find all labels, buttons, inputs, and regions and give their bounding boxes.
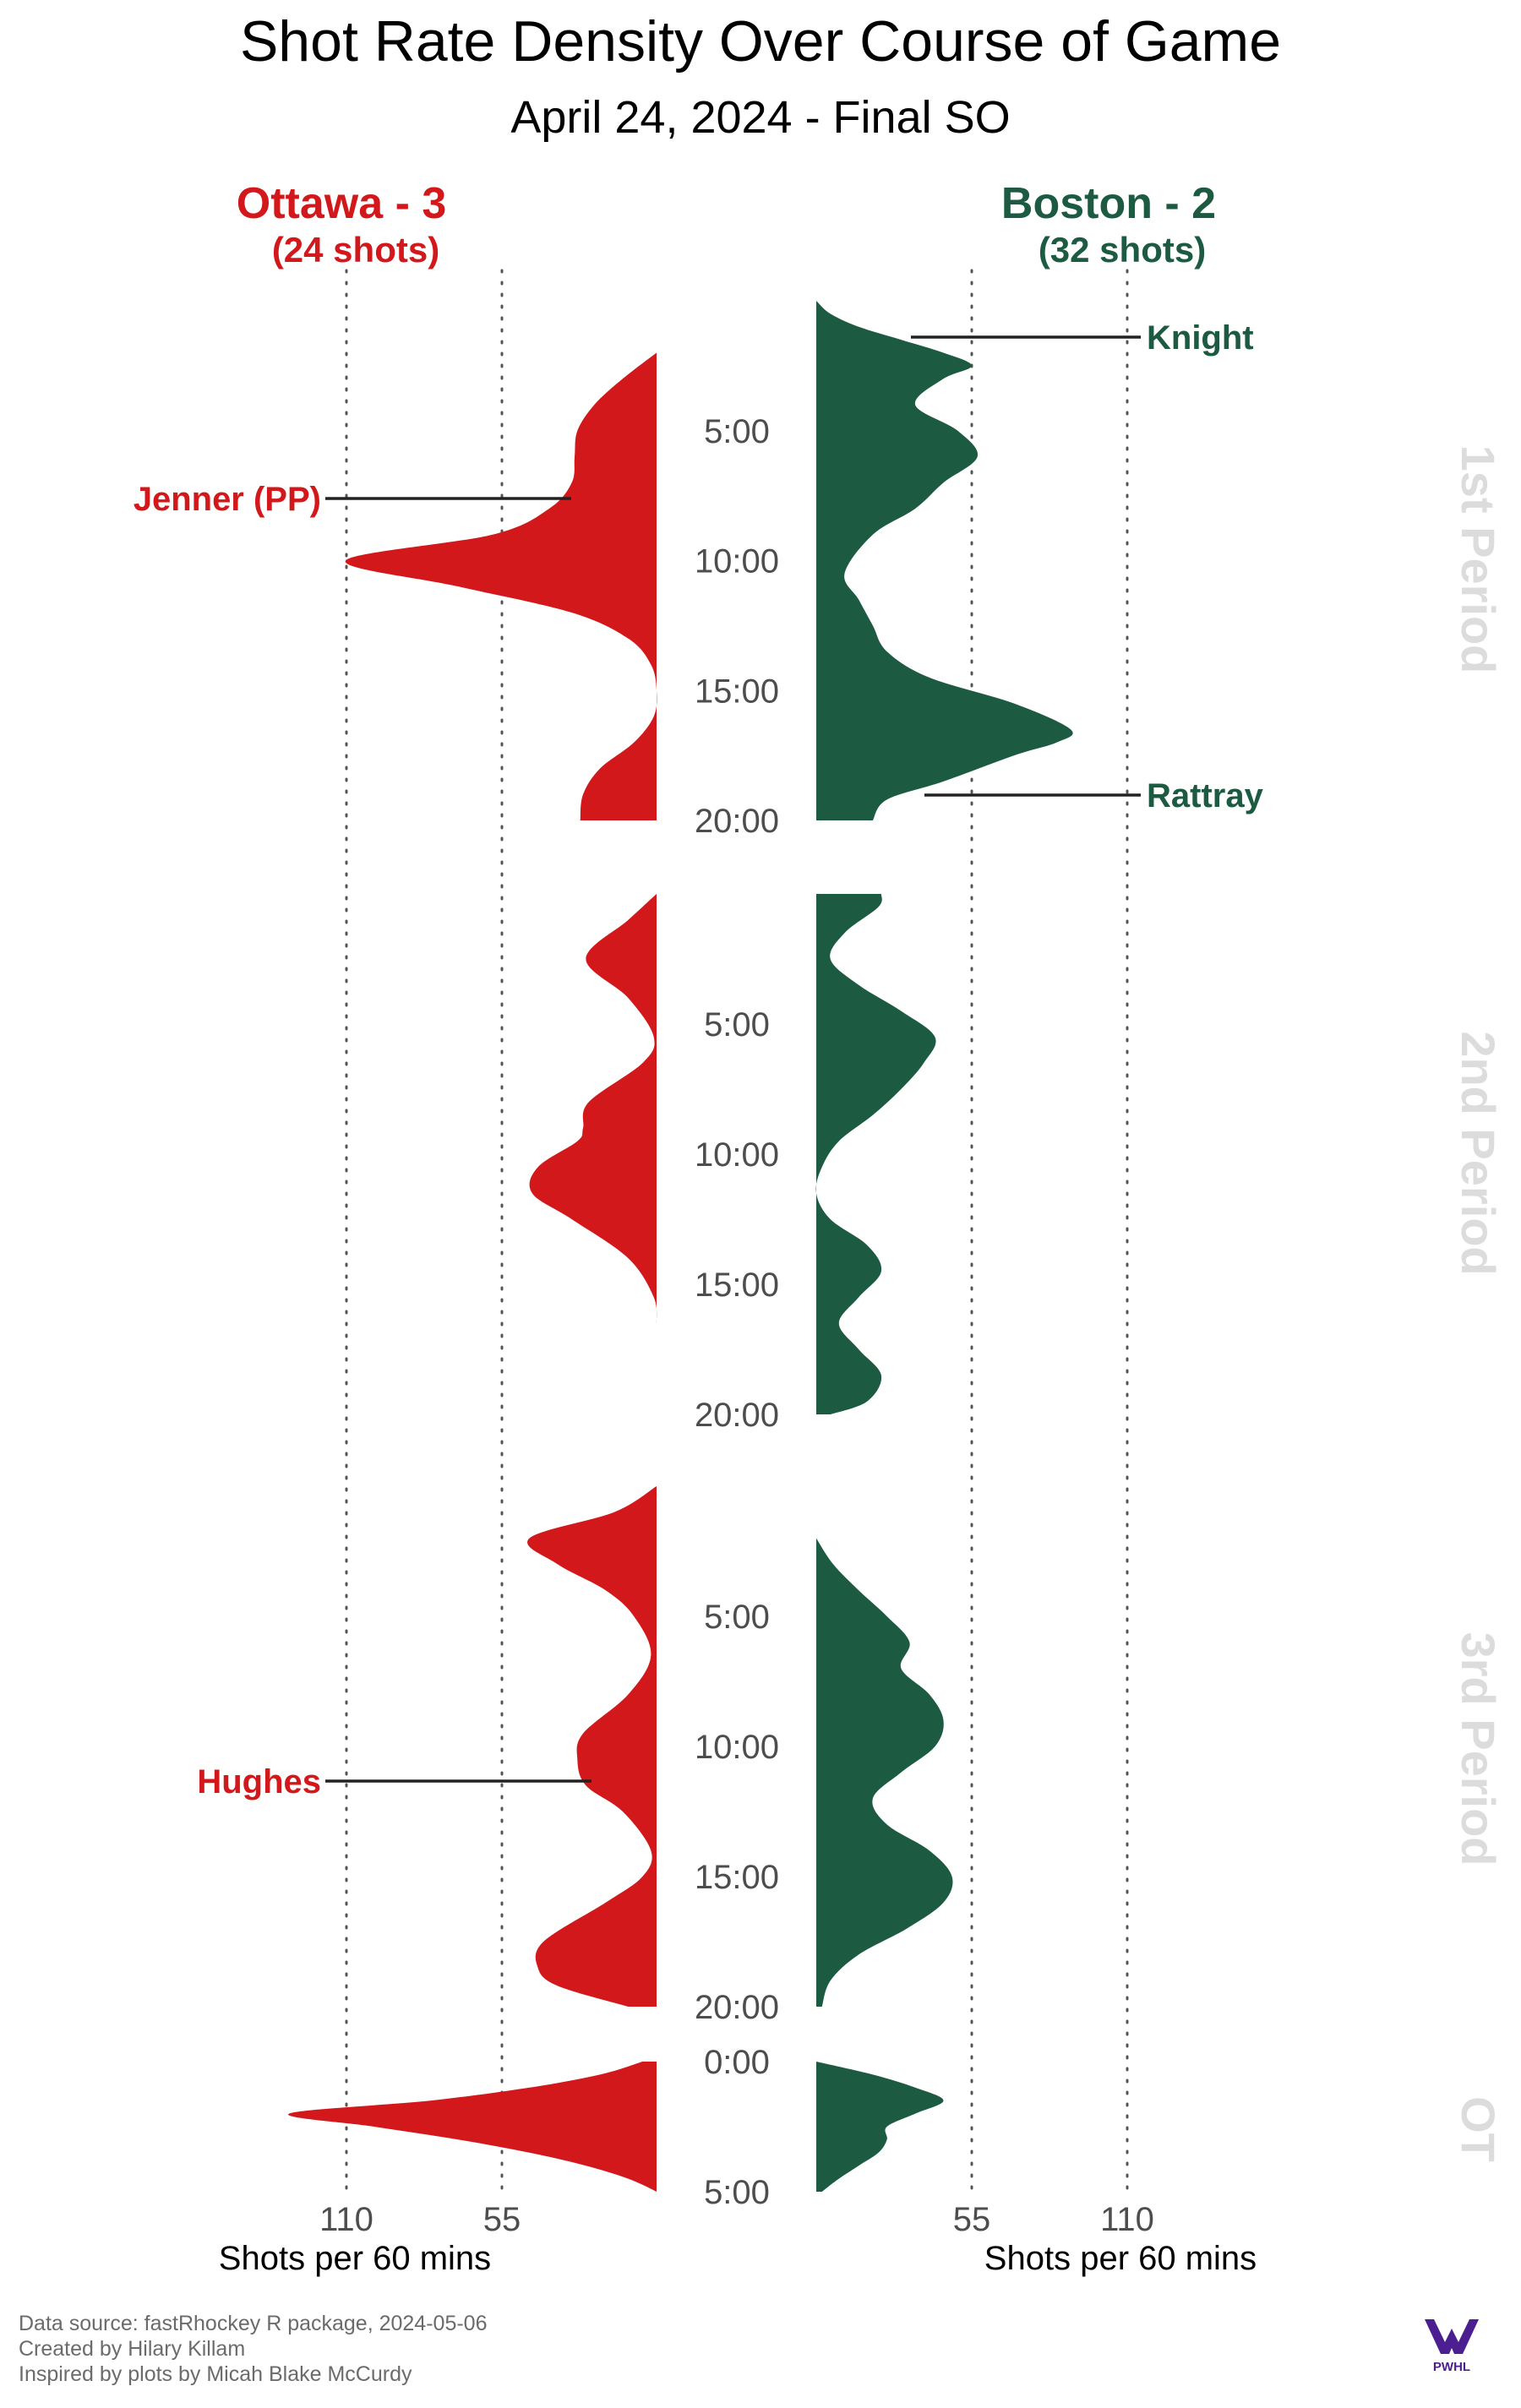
time-tick-p1-10-00: 10:00 [695,543,779,580]
time-tick-p2-10-00: 10:00 [695,1136,779,1174]
density-areas [288,301,1073,2192]
x-axis: 110 55 55 110 Shots per 60 mins Shots pe… [219,2201,1257,2277]
period-label-2nd: 2nd Period [1452,1031,1505,1275]
boston-header: Boston - 2 [1001,179,1216,228]
caption: Data source: fastRhockey R package, 2024… [19,2312,487,2386]
density-area-ottawa-p3 [527,1486,657,2007]
density-area-boston-p3 [816,1538,953,2007]
x-tick-boston-110: 110 [1100,2201,1154,2238]
time-ticks: 5:00 10:00 15:00 20:00 5:00 10:00 15:00 20:00 5:… [695,413,779,2211]
time-tick-p1-5-00: 5:00 [704,413,770,450]
time-tick-p1-15-00: 15:00 [695,673,779,710]
chart-subtitle: April 24, 2024 - Final SO [510,92,1010,143]
period-label-ot: OT [1452,2096,1505,2162]
density-area-boston-p2 [815,894,936,1414]
period-label-3rd: 3rd Period [1452,1632,1505,1866]
annotation-knight: Knight [1147,319,1254,357]
annotation-rattray: Rattray [1147,777,1264,814]
x-axis-label-ottawa: Shots per 60 mins [219,2240,491,2277]
density-area-ottawa-p1 [345,352,657,820]
time-tick-p3-20-00: 20:00 [695,1989,779,2026]
time-tick-p1-20-00: 20:00 [695,803,779,840]
ottawa-shots: (24 shots) [272,230,439,270]
annotation-jenner: Jenner (PP) [134,481,321,518]
x-tick-boston-55: 55 [953,2201,991,2238]
time-tick-p2-20-00: 20:00 [695,1397,779,1434]
time-tick-p2-15-00: 15:00 [695,1267,779,1304]
period-label-1st: 1st Period [1452,445,1505,674]
caption-inspiration: Inspired by plots by Micah Blake McCurdy [19,2362,412,2386]
x-tick-ottawa-55: 55 [483,2201,521,2238]
pwhl-logo-text: PWHL [1433,2360,1470,2374]
time-tick-ot-5-00: 5:00 [704,2174,770,2211]
annotation-hughes: Hughes [197,1763,321,1801]
time-tick-p2-5-00: 5:00 [704,1006,770,1043]
goal-annotations: Knight Jenner (PP) Rattray Hughes [134,319,1264,1801]
chart-title: Shot Rate Density Over Course of Game [240,9,1281,74]
caption-author: Created by Hilary Killam [19,2337,245,2361]
period-labels: 1st Period 2nd Period 3rd Period OT [1452,445,1505,2162]
x-tick-ottawa-110: 110 [319,2201,373,2238]
density-area-ottawa-ot [288,2062,657,2192]
time-tick-ot-0-00: 0:00 [704,2044,770,2081]
density-area-ottawa-p2 [529,894,657,1324]
time-tick-p3-15-00: 15:00 [695,1859,779,1896]
ottawa-header: Ottawa - 3 [237,179,447,228]
time-tick-p3-10-00: 10:00 [695,1729,779,1766]
pwhl-logo-mark [1425,2319,1479,2354]
x-axis-label-boston: Shots per 60 mins [984,2240,1257,2277]
density-area-boston-ot [816,2062,944,2192]
caption-source: Data source: fastRhockey R package, 2024… [19,2312,487,2335]
density-area-boston-p1 [816,301,1073,820]
pwhl-logo: PWHL [1425,2319,1479,2374]
boston-shots: (32 shots) [1039,230,1206,270]
time-tick-p3-5-00: 5:00 [704,1599,770,1636]
